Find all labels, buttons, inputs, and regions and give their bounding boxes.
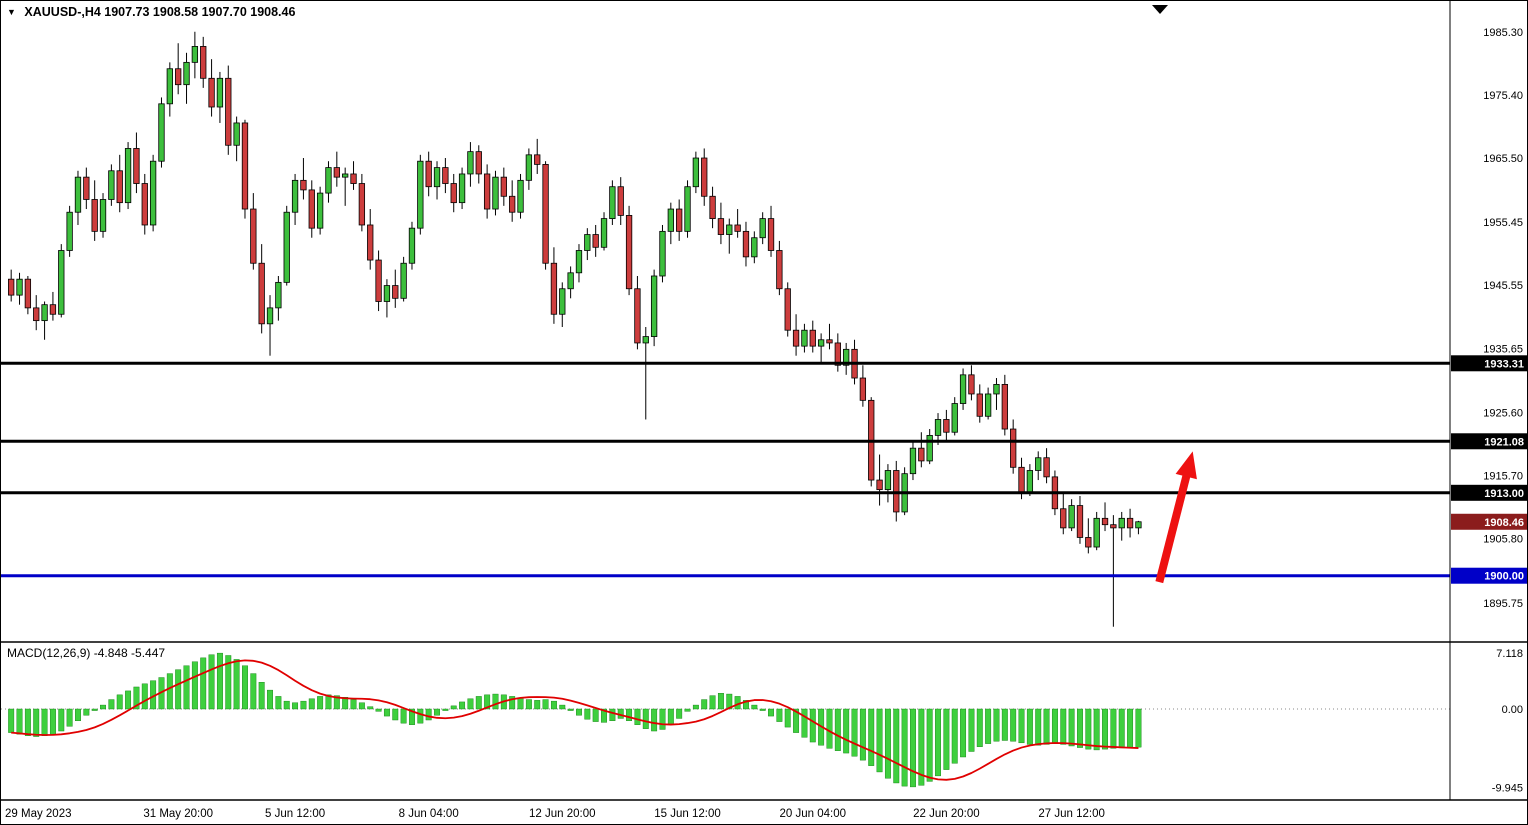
price-axis-label: 1985.30 <box>1483 27 1523 39</box>
macd-axis[interactable]: 7.118 0.00 -9.945 <box>1492 648 1523 794</box>
sr-lines-layer[interactable] <box>1 361 1450 578</box>
svg-text:1900.00: 1900.00 <box>1484 571 1524 583</box>
time-axis-label: 22 Jun 20:00 <box>913 808 980 820</box>
price-axis[interactable]: 1985.30 1975.40 1965.50 1955.45 1945.55 1935.… <box>1451 27 1528 610</box>
macd-axis-label: 7.118 <box>1496 648 1523 660</box>
svg-text:1908.46: 1908.46 <box>1484 517 1524 529</box>
macd-layer <box>1 652 1450 788</box>
macd-signal-line <box>11 659 1139 781</box>
price-tag: 1900.00 <box>1451 567 1527 584</box>
svg-text:1933.31: 1933.31 <box>1484 358 1524 370</box>
price-axis-label: 1965.50 <box>1483 153 1523 165</box>
macd-axis-label: -9.945 <box>1492 782 1523 794</box>
trend-arrow-shaft[interactable] <box>1155 471 1192 584</box>
macd-axis-label: 0.00 <box>1502 704 1523 716</box>
time-axis-label: 29 May 2023 <box>5 808 72 820</box>
price-axis-label: 1935.65 <box>1483 343 1523 355</box>
price-axis-label: 1955.45 <box>1483 217 1523 229</box>
price-tag: 1933.31 <box>1451 355 1527 372</box>
time-axis[interactable]: 29 May 2023 31 May 20:00 5 Jun 12:00 8 Jun … <box>5 808 1105 820</box>
price-axis-label: 1975.40 <box>1483 90 1523 102</box>
price-axis-label: 1905.80 <box>1483 534 1523 546</box>
annotation-layer[interactable] <box>1155 451 1197 584</box>
price-tag: 1908.46 <box>1451 513 1527 530</box>
time-axis-label: 31 May 20:00 <box>143 808 213 820</box>
time-axis-label: 20 Jun 04:00 <box>780 808 847 820</box>
time-axis-label: 12 Jun 20:00 <box>529 808 596 820</box>
price-tag: 1921.08 <box>1451 433 1527 450</box>
trend-arrow-head[interactable] <box>1175 451 1197 480</box>
time-axis-label: 5 Jun 12:00 <box>265 808 325 820</box>
price-tag: 1913.00 <box>1451 484 1527 501</box>
price-axis-label: 1945.55 <box>1483 280 1523 292</box>
time-axis-label: 15 Jun 12:00 <box>654 808 721 820</box>
time-axis-label: 27 Jun 12:00 <box>1038 808 1105 820</box>
svg-text:1921.08: 1921.08 <box>1484 436 1524 448</box>
time-axis-label: 8 Jun 04:00 <box>399 808 459 820</box>
svg-text:1913.00: 1913.00 <box>1484 488 1524 500</box>
chart-shift-marker-icon[interactable] <box>1152 5 1168 14</box>
price-axis-label: 1895.75 <box>1483 598 1523 610</box>
price-axis-label: 1925.60 <box>1483 407 1523 419</box>
price-axis-label: 1915.70 <box>1483 471 1523 483</box>
